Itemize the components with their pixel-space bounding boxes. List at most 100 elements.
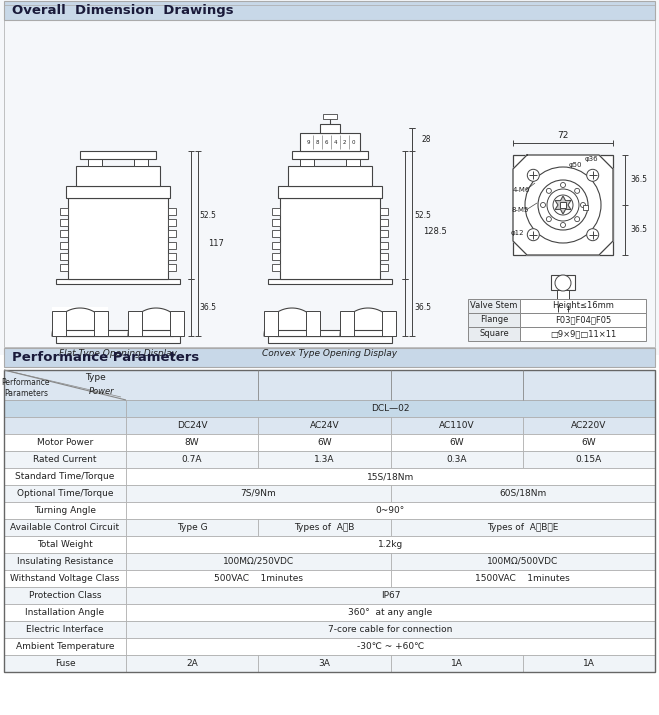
Bar bbox=[126, 621, 655, 638]
Text: 28: 28 bbox=[422, 135, 432, 144]
Text: Rated Current: Rated Current bbox=[33, 455, 97, 464]
Text: 36.5: 36.5 bbox=[630, 175, 647, 184]
Bar bbox=[94, 311, 108, 336]
Bar bbox=[391, 519, 655, 536]
Bar bbox=[60, 230, 68, 237]
Bar bbox=[60, 208, 68, 215]
Bar bbox=[4, 434, 655, 451]
Text: Electric Interface: Electric Interface bbox=[26, 625, 103, 634]
Bar bbox=[4, 621, 655, 638]
Circle shape bbox=[575, 188, 580, 193]
Bar bbox=[0, 0, 659, 355]
Text: 128.5: 128.5 bbox=[423, 227, 447, 237]
Text: Ambient Temperature: Ambient Temperature bbox=[16, 642, 114, 651]
Bar bbox=[126, 604, 655, 621]
Circle shape bbox=[561, 222, 565, 227]
Text: φ36: φ36 bbox=[584, 156, 598, 162]
Bar bbox=[520, 313, 646, 327]
Circle shape bbox=[527, 169, 539, 182]
Bar bbox=[380, 208, 388, 215]
Bar bbox=[258, 434, 391, 451]
Bar bbox=[4, 519, 126, 536]
Polygon shape bbox=[340, 308, 396, 336]
Bar bbox=[126, 655, 258, 672]
Circle shape bbox=[540, 202, 546, 207]
Bar bbox=[4, 604, 655, 621]
Bar bbox=[4, 468, 655, 485]
Text: DC24V: DC24V bbox=[177, 421, 208, 430]
Text: 3A: 3A bbox=[318, 659, 330, 668]
Text: 100MΩ/250VDC: 100MΩ/250VDC bbox=[223, 557, 294, 566]
Bar bbox=[300, 159, 314, 166]
Text: 6W: 6W bbox=[581, 438, 596, 447]
Text: 6W: 6W bbox=[449, 438, 464, 447]
Bar bbox=[63, 330, 173, 336]
Text: AC220V: AC220V bbox=[571, 421, 606, 430]
Text: Type G: Type G bbox=[177, 523, 208, 532]
Bar bbox=[391, 553, 655, 570]
Bar bbox=[56, 279, 180, 284]
Text: 1A: 1A bbox=[451, 659, 463, 668]
Bar bbox=[0, 355, 659, 715]
Bar bbox=[134, 159, 148, 166]
Bar bbox=[4, 451, 655, 468]
Text: Performance
Parameters: Performance Parameters bbox=[2, 378, 50, 398]
Polygon shape bbox=[555, 196, 571, 214]
Circle shape bbox=[555, 275, 571, 291]
Bar bbox=[126, 451, 258, 468]
Bar bbox=[583, 205, 588, 210]
Bar bbox=[380, 219, 388, 226]
Bar bbox=[4, 553, 655, 570]
Bar bbox=[272, 242, 280, 249]
Text: Type: Type bbox=[85, 373, 106, 382]
Text: Height≤16mm: Height≤16mm bbox=[552, 302, 614, 310]
Text: 0.7A: 0.7A bbox=[182, 455, 202, 464]
Bar bbox=[126, 400, 655, 417]
Text: Optional Time/Torque: Optional Time/Torque bbox=[16, 489, 113, 498]
Text: Flange: Flange bbox=[480, 315, 508, 325]
Text: Insulating Resistance: Insulating Resistance bbox=[17, 557, 113, 566]
Bar bbox=[468, 313, 520, 327]
Bar bbox=[4, 1, 655, 20]
Bar bbox=[126, 502, 655, 519]
Text: DCL—02: DCL—02 bbox=[371, 404, 410, 413]
Text: 52.5: 52.5 bbox=[414, 210, 431, 220]
Bar bbox=[523, 655, 655, 672]
Bar bbox=[126, 570, 391, 587]
Bar bbox=[320, 124, 340, 133]
Bar bbox=[4, 5, 655, 347]
Bar bbox=[4, 348, 655, 367]
Bar bbox=[52, 307, 108, 336]
Bar bbox=[306, 311, 320, 336]
Polygon shape bbox=[52, 308, 108, 336]
Text: 52.5: 52.5 bbox=[199, 210, 216, 220]
Polygon shape bbox=[128, 308, 184, 336]
Bar bbox=[391, 485, 655, 502]
Bar bbox=[280, 198, 380, 279]
Bar bbox=[346, 159, 360, 166]
Text: 1A: 1A bbox=[583, 659, 595, 668]
Bar bbox=[468, 327, 520, 341]
Bar bbox=[557, 290, 569, 305]
Bar bbox=[4, 655, 126, 672]
Bar bbox=[4, 638, 126, 655]
Bar bbox=[128, 311, 142, 336]
Text: 36.5: 36.5 bbox=[414, 303, 431, 312]
Text: 117: 117 bbox=[208, 239, 224, 248]
Bar bbox=[4, 417, 655, 434]
Bar bbox=[4, 536, 126, 553]
Bar bbox=[520, 299, 646, 313]
Circle shape bbox=[575, 217, 580, 222]
Bar bbox=[4, 400, 655, 417]
Bar bbox=[4, 400, 126, 417]
Text: 15S/18Nm: 15S/18Nm bbox=[367, 472, 414, 481]
Text: 1500VAC    1minutes: 1500VAC 1minutes bbox=[475, 574, 570, 583]
Text: □9×9、□11×11: □9×9、□11×11 bbox=[550, 330, 616, 338]
Circle shape bbox=[581, 202, 585, 207]
Text: Power: Power bbox=[88, 387, 114, 395]
Bar bbox=[170, 311, 184, 336]
Circle shape bbox=[546, 217, 552, 222]
Bar bbox=[4, 485, 655, 502]
Bar bbox=[4, 451, 126, 468]
Bar bbox=[380, 242, 388, 249]
